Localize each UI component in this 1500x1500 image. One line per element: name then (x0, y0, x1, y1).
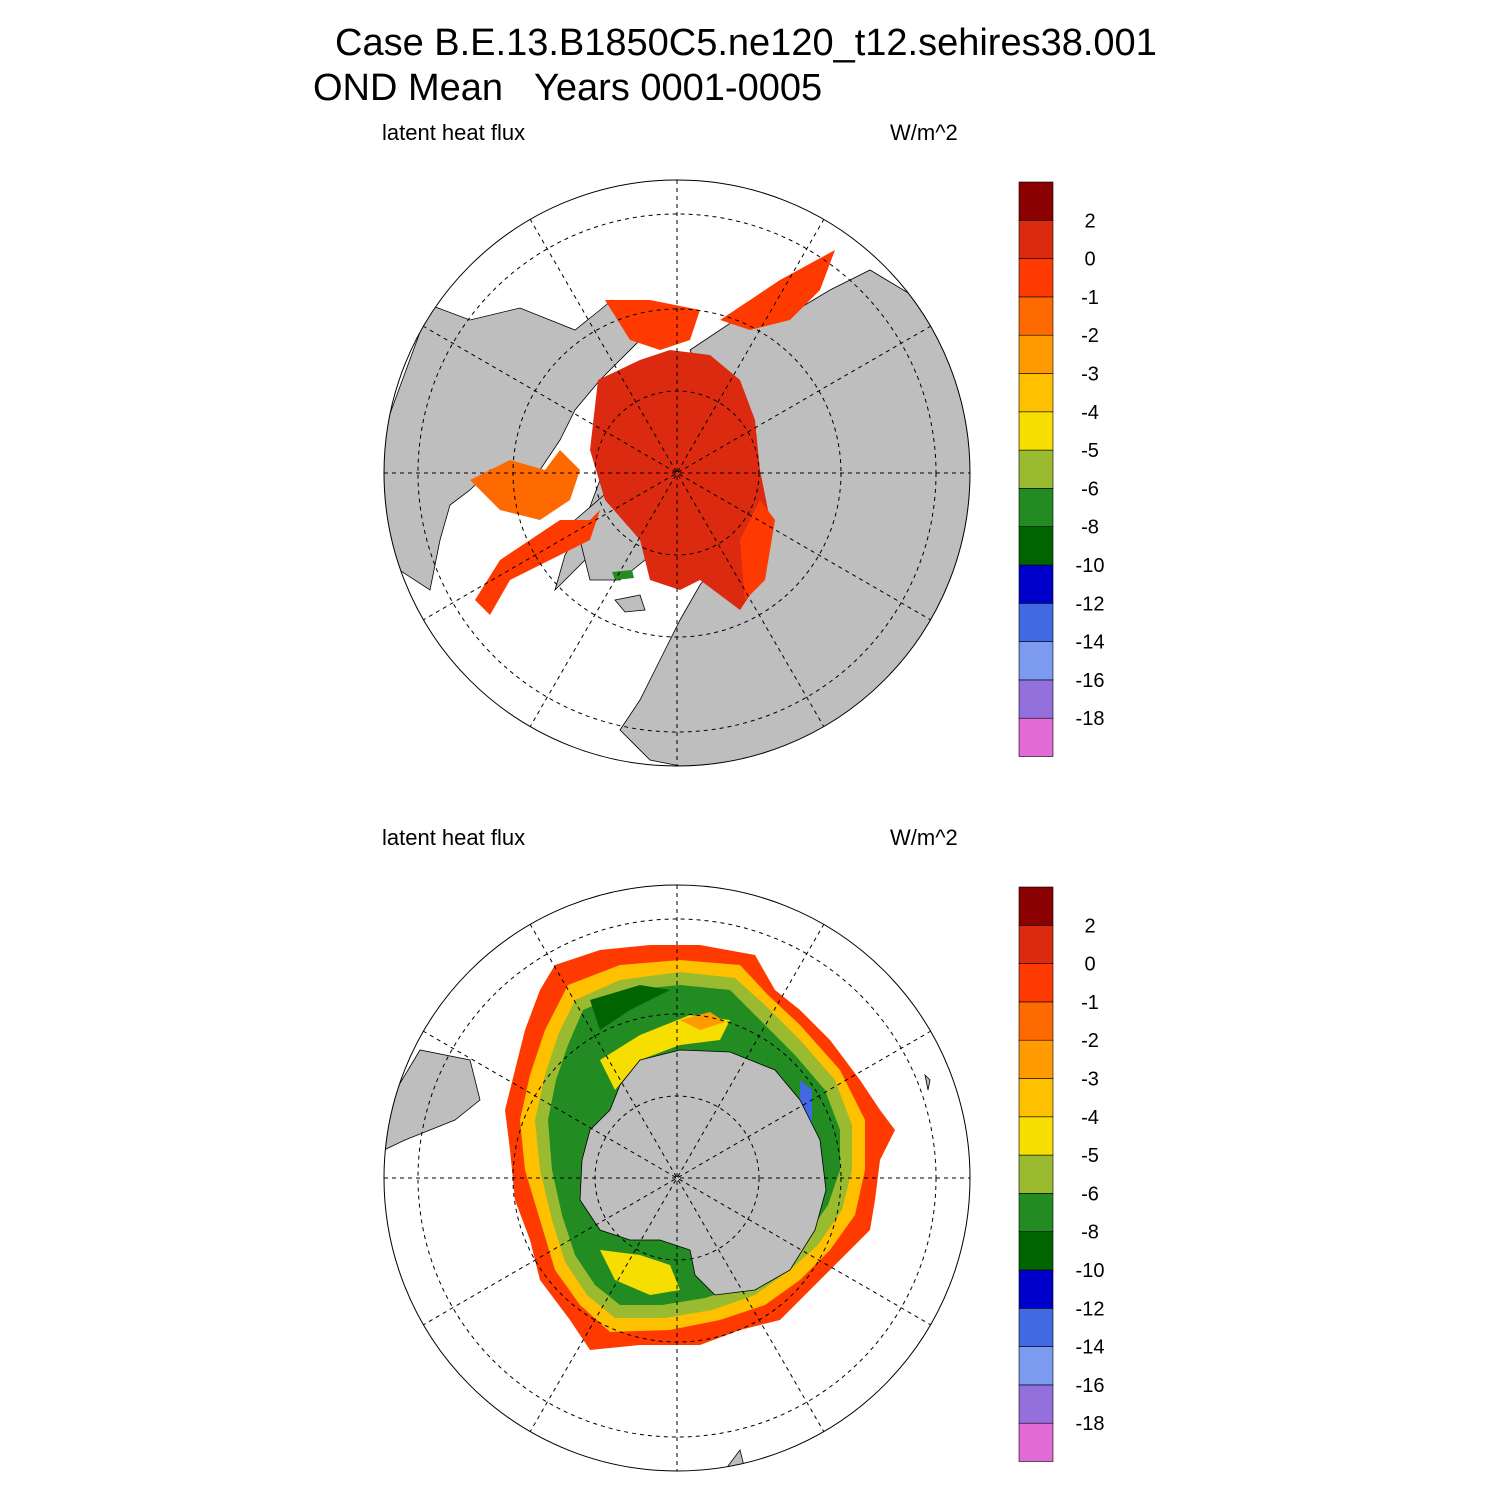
north-colorbar-box (1018, 679, 1054, 719)
south-colorbar-label: 0 (1084, 954, 1095, 976)
figure-title-line1: Case B.E.13.B1850C5.ne120_t12.sehires38.… (335, 22, 1157, 64)
north-colorbar: -18-16-14-12-10-8-6-5-4-3-2-102 (1018, 181, 1105, 757)
south-colorbar-box (1018, 924, 1054, 964)
south-graticule (384, 885, 970, 1471)
north-sea-ice-flux (470, 250, 835, 615)
south-colorbar-label: -12 (1076, 1298, 1105, 1320)
north-colorbar-label: -14 (1076, 632, 1105, 654)
north-colorbar-label: -10 (1076, 555, 1105, 577)
north-colorbar-box (1018, 641, 1054, 681)
north-colorbar-box (1018, 564, 1054, 604)
south-colorbar-label: 2 (1084, 915, 1095, 937)
south-colorbar-box (1018, 1422, 1054, 1462)
north-colorbar-box (1018, 181, 1054, 221)
south-colorbar-label: -14 (1076, 1337, 1105, 1359)
south-colorbar-label: -8 (1081, 1222, 1099, 1244)
south-colorbar-box (1018, 1154, 1054, 1194)
north-colorbar-label: -16 (1076, 670, 1105, 692)
north-colorbar-box (1018, 449, 1054, 489)
north-colorbar-box (1018, 373, 1054, 413)
south-units-label: W/m^2 (890, 825, 958, 850)
north-colorbar-label: -3 (1081, 364, 1099, 386)
north-colorbar-box (1018, 526, 1054, 566)
south-colorbar-label: -2 (1081, 1030, 1099, 1052)
north-colorbar-label: -8 (1081, 517, 1099, 539)
north-colorbar-box (1018, 602, 1054, 642)
south-colorbar-box (1018, 1193, 1054, 1233)
north-colorbar-label: -2 (1081, 325, 1099, 347)
north-map-border (383, 179, 971, 767)
figure-title-line2: OND Mean Years 0001-0005 (313, 67, 823, 109)
north-units-label: W/m^2 (890, 120, 958, 145)
south-colorbar-box (1018, 1116, 1054, 1156)
north-colorbar-label: -6 (1081, 478, 1099, 500)
north-graticule (384, 180, 970, 766)
north-colorbar-label: -18 (1076, 708, 1105, 730)
south-polar-map (383, 884, 971, 1472)
north-colorbar-label: -12 (1076, 593, 1105, 615)
north-colorbar-box (1018, 717, 1054, 757)
south-colorbar-label: -18 (1076, 1413, 1105, 1435)
north-colorbar-label: -5 (1081, 440, 1099, 462)
north-colorbar-box (1018, 411, 1054, 451)
south-colorbar-label: -10 (1076, 1260, 1105, 1282)
north-colorbar-label: -1 (1081, 287, 1099, 309)
north-colorbar-label: 0 (1084, 249, 1095, 271)
north-colorbar-box (1018, 220, 1054, 259)
north-variable-label: latent heat flux (382, 120, 526, 145)
north-colorbar-box (1018, 258, 1054, 298)
south-colorbar-box (1018, 1384, 1054, 1424)
north-colorbar-box (1018, 296, 1054, 336)
south-colorbar-label: -3 (1081, 1069, 1099, 1091)
south-colorbar-label: -1 (1081, 992, 1099, 1014)
north-colorbar-label: 2 (1084, 210, 1095, 232)
south-colorbar-label: -6 (1081, 1183, 1099, 1205)
south-colorbar-label: -16 (1076, 1375, 1105, 1397)
south-colorbar-box (1018, 1039, 1054, 1079)
south-colorbar: -18-16-14-12-10-8-6-5-4-3-2-102 (1018, 886, 1105, 1462)
south-variable-label: latent heat flux (382, 825, 526, 850)
south-colorbar-box (1018, 1231, 1054, 1271)
south-map-border (383, 884, 971, 1472)
south-colorbar-box (1018, 963, 1054, 1003)
north-colorbar-box (1018, 488, 1054, 527)
south-colorbar-box (1018, 1001, 1054, 1041)
south-colorbar-label: -4 (1081, 1107, 1099, 1129)
south-colorbar-label: -5 (1081, 1145, 1099, 1167)
south-colorbar-box (1018, 1346, 1054, 1386)
south-colorbar-box (1018, 1308, 1054, 1347)
south-colorbar-box (1018, 1269, 1054, 1309)
north-colorbar-box (1018, 334, 1054, 374)
south-land (384, 1049, 931, 1471)
north-polar-map (383, 179, 971, 767)
north-colorbar-label: -4 (1081, 402, 1099, 424)
south-colorbar-box (1018, 1078, 1054, 1118)
south-colorbar-box (1018, 886, 1054, 926)
